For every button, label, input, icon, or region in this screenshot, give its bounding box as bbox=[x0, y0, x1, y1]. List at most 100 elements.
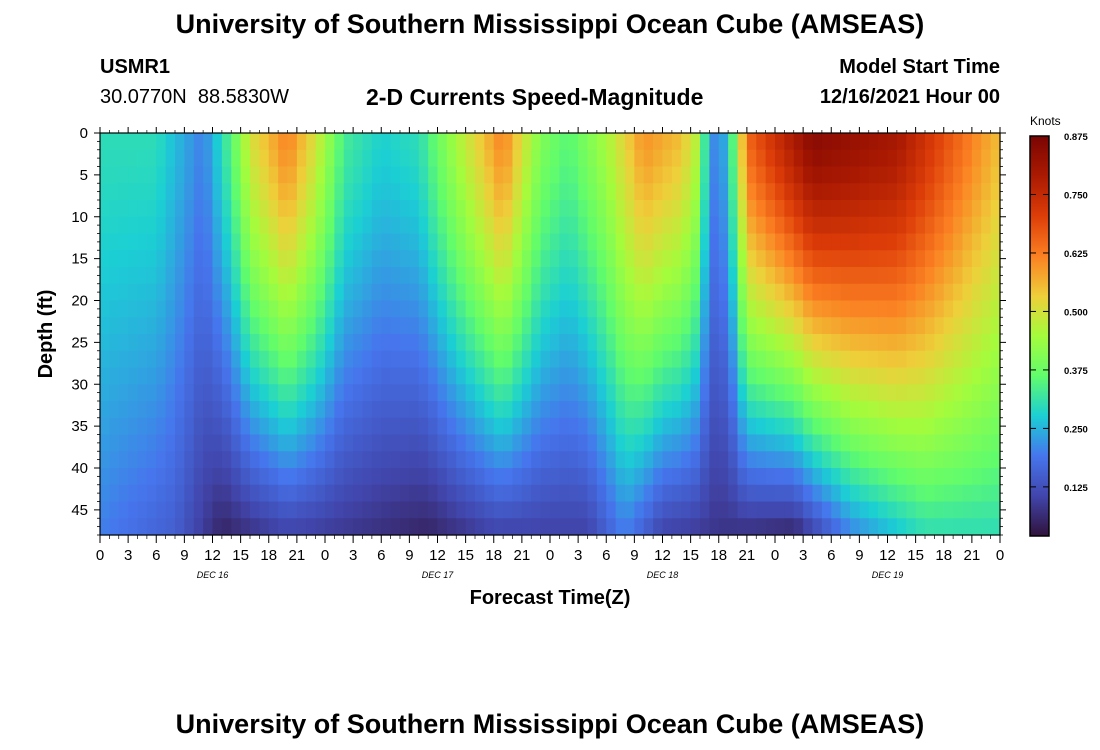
heatmap-cell bbox=[465, 133, 476, 151]
heatmap-cell bbox=[634, 451, 645, 469]
heatmap-cell bbox=[306, 417, 317, 436]
heatmap-cell bbox=[493, 183, 504, 201]
heatmap-cell bbox=[784, 283, 795, 302]
heatmap-cell bbox=[531, 417, 542, 436]
heatmap-cell bbox=[559, 250, 570, 268]
heatmap-cell bbox=[756, 434, 767, 452]
heatmap-cell bbox=[559, 216, 570, 235]
heatmap-cell bbox=[146, 233, 157, 251]
heatmap-cell bbox=[756, 183, 767, 201]
heatmap-cell bbox=[775, 216, 785, 235]
heatmap-cell bbox=[409, 501, 420, 519]
heatmap-cell bbox=[878, 233, 889, 251]
heatmap-cell bbox=[381, 216, 392, 235]
heatmap-cell bbox=[653, 216, 664, 235]
heatmap-cell bbox=[690, 166, 701, 184]
heatmap-cell bbox=[737, 283, 748, 302]
heatmap-cell bbox=[250, 451, 260, 469]
heatmap-cell bbox=[934, 468, 945, 486]
heatmap-cell bbox=[615, 233, 626, 251]
heatmap-cell bbox=[718, 300, 729, 318]
heatmap-cell bbox=[578, 350, 589, 369]
heatmap-cell bbox=[437, 183, 448, 201]
heatmap-cell bbox=[953, 334, 964, 352]
heatmap-cell bbox=[409, 216, 420, 235]
heatmap-cell bbox=[231, 300, 242, 318]
heatmap-cell bbox=[915, 367, 926, 385]
heatmap-cell bbox=[596, 300, 607, 318]
heatmap-cell bbox=[493, 501, 504, 519]
heatmap-cell bbox=[137, 518, 148, 536]
heatmap-cell bbox=[456, 401, 467, 419]
heatmap-cell bbox=[465, 501, 476, 519]
heatmap-cell bbox=[793, 233, 804, 251]
heatmap-cell bbox=[737, 401, 748, 419]
heatmap-cell bbox=[203, 216, 214, 235]
heatmap-cell bbox=[840, 283, 851, 302]
heatmap-cell bbox=[418, 451, 429, 469]
heatmap-cell bbox=[671, 451, 682, 469]
heatmap-cell bbox=[709, 350, 720, 369]
heatmap-cell bbox=[128, 216, 139, 235]
heatmap-cell bbox=[250, 149, 260, 168]
heatmap-cell bbox=[446, 484, 457, 503]
heatmap-cell bbox=[681, 367, 692, 385]
heatmap-cell bbox=[203, 133, 214, 151]
heatmap-cell bbox=[137, 166, 148, 184]
heatmap-cell bbox=[212, 183, 223, 201]
heatmap-cell bbox=[296, 484, 307, 503]
heatmap-cell bbox=[746, 417, 757, 436]
heatmap-cell bbox=[109, 183, 120, 201]
heatmap-cell bbox=[146, 149, 157, 168]
heatmap-cell bbox=[887, 434, 898, 452]
heatmap-cell bbox=[371, 166, 382, 184]
heatmap-cell bbox=[793, 518, 804, 536]
heatmap-cell bbox=[128, 200, 139, 218]
heatmap-cell bbox=[437, 283, 448, 302]
heatmap-cell bbox=[175, 468, 185, 486]
heatmap-cell bbox=[990, 434, 1001, 452]
heatmap-cell bbox=[446, 149, 457, 168]
heatmap-cell bbox=[343, 334, 354, 352]
heatmap-cell bbox=[840, 417, 851, 436]
heatmap-cell bbox=[821, 133, 832, 151]
heatmap-cell bbox=[775, 166, 785, 184]
heatmap-cell bbox=[831, 501, 842, 519]
heatmap-cell bbox=[887, 200, 898, 218]
heatmap-cell bbox=[662, 166, 673, 184]
heatmap-cell bbox=[765, 166, 776, 184]
heatmap-cell bbox=[821, 518, 832, 536]
heatmap-cell bbox=[446, 384, 457, 402]
heatmap-cell bbox=[325, 166, 335, 184]
heatmap-cell bbox=[550, 501, 560, 519]
heatmap-cell bbox=[390, 401, 401, 419]
heatmap-cell bbox=[109, 233, 120, 251]
heatmap-cell bbox=[221, 216, 232, 235]
heatmap-cell bbox=[559, 166, 570, 184]
heatmap-cell bbox=[981, 250, 992, 268]
heatmap-cell bbox=[878, 216, 889, 235]
heatmap-cell bbox=[831, 451, 842, 469]
heatmap-cell bbox=[550, 233, 560, 251]
heatmap-cell bbox=[709, 401, 720, 419]
heatmap-cell bbox=[925, 350, 935, 369]
heatmap-cell bbox=[409, 468, 420, 486]
heatmap-cell bbox=[765, 216, 776, 235]
heatmap-cell bbox=[306, 200, 317, 218]
heatmap-cell bbox=[690, 501, 701, 519]
heatmap-cell bbox=[334, 334, 345, 352]
heatmap-cell bbox=[259, 133, 270, 151]
heatmap-cell bbox=[718, 350, 729, 369]
heatmap-cell bbox=[428, 166, 439, 184]
heatmap-cell bbox=[671, 133, 682, 151]
heatmap-cell bbox=[765, 334, 776, 352]
heatmap-cell bbox=[118, 468, 129, 486]
heatmap-cell bbox=[137, 300, 148, 318]
heatmap-cell bbox=[690, 200, 701, 218]
heatmap-cell bbox=[521, 216, 532, 235]
heatmap-cell bbox=[475, 166, 485, 184]
heatmap-cell bbox=[700, 468, 710, 486]
heatmap-cell bbox=[109, 133, 120, 151]
heatmap-cell bbox=[868, 384, 879, 402]
heatmap-cell bbox=[437, 250, 448, 268]
